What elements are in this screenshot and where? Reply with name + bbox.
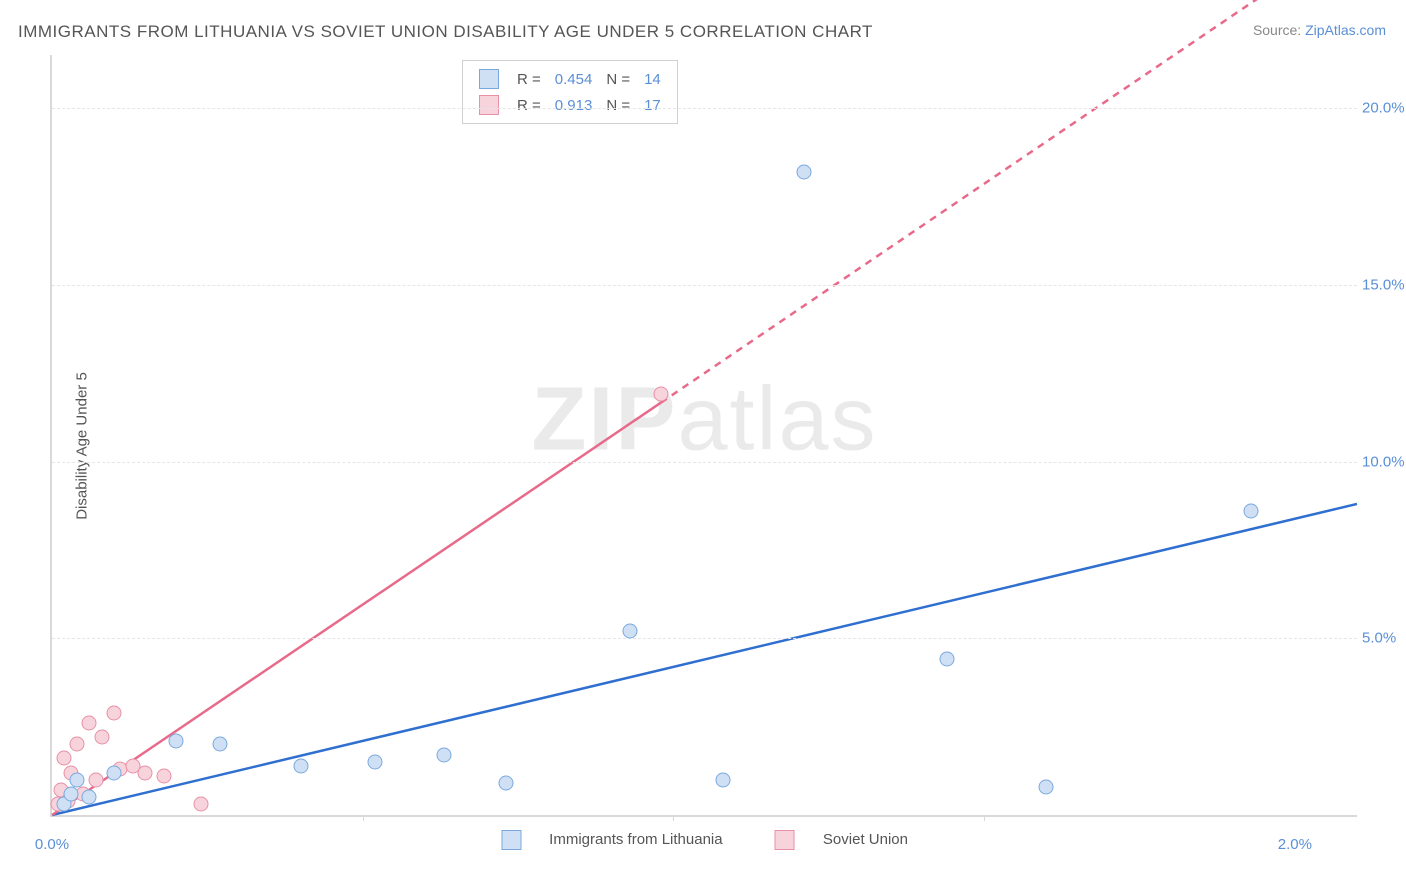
data-point	[94, 730, 109, 745]
y-tick-label: 15.0%	[1362, 276, 1406, 293]
plot-area: ZIPatlas R =0.454N =14R =0.913N =17 Immi…	[50, 55, 1357, 817]
legend-item-lithuania: Immigrants from Lithuania	[489, 831, 739, 848]
x-tick-mark	[673, 815, 674, 821]
gridline	[52, 638, 1357, 639]
regression-lines	[52, 55, 1357, 815]
data-point	[107, 765, 122, 780]
data-point	[212, 737, 227, 752]
x-tick-mark	[363, 815, 364, 821]
data-point	[293, 758, 308, 773]
legend-correlation: R =0.454N =14R =0.913N =17	[462, 60, 678, 124]
swatch-icon	[501, 830, 521, 850]
data-point	[654, 387, 669, 402]
data-point	[82, 716, 97, 731]
legend-series: Immigrants from Lithuania Soviet Union	[477, 830, 932, 850]
data-point	[82, 790, 97, 805]
data-point	[498, 776, 513, 791]
data-point	[69, 772, 84, 787]
data-point	[796, 164, 811, 179]
y-tick-label: 10.0%	[1362, 453, 1406, 470]
data-point	[368, 754, 383, 769]
data-point	[63, 786, 78, 801]
data-point	[622, 624, 637, 639]
x-tick-mark	[984, 815, 985, 821]
data-point	[57, 751, 72, 766]
y-tick-label: 20.0%	[1362, 100, 1406, 117]
source-link[interactable]: ZipAtlas.com	[1305, 22, 1386, 38]
data-point	[69, 737, 84, 752]
data-point	[939, 652, 954, 667]
legend-item-soviet: Soviet Union	[763, 831, 920, 848]
data-point	[138, 765, 153, 780]
gridline	[52, 108, 1357, 109]
data-point	[88, 772, 103, 787]
data-point	[169, 733, 184, 748]
data-point	[107, 705, 122, 720]
data-point	[716, 772, 731, 787]
chart-title: IMMIGRANTS FROM LITHUANIA VS SOVIET UNIO…	[18, 22, 873, 42]
gridline	[52, 462, 1357, 463]
legend-label: Soviet Union	[823, 831, 908, 848]
source-prefix: Source:	[1253, 22, 1305, 38]
data-point	[194, 797, 209, 812]
data-point	[1039, 779, 1054, 794]
gridline	[52, 285, 1357, 286]
data-point	[1244, 504, 1259, 519]
data-point	[156, 769, 171, 784]
data-point	[436, 747, 451, 762]
swatch-icon	[775, 830, 795, 850]
source-attribution: Source: ZipAtlas.com	[1253, 22, 1386, 38]
y-tick-label: 5.0%	[1362, 630, 1406, 647]
x-tick-label: 0.0%	[35, 836, 69, 853]
legend-label: Immigrants from Lithuania	[549, 831, 722, 848]
x-tick-label: 2.0%	[1278, 836, 1312, 853]
